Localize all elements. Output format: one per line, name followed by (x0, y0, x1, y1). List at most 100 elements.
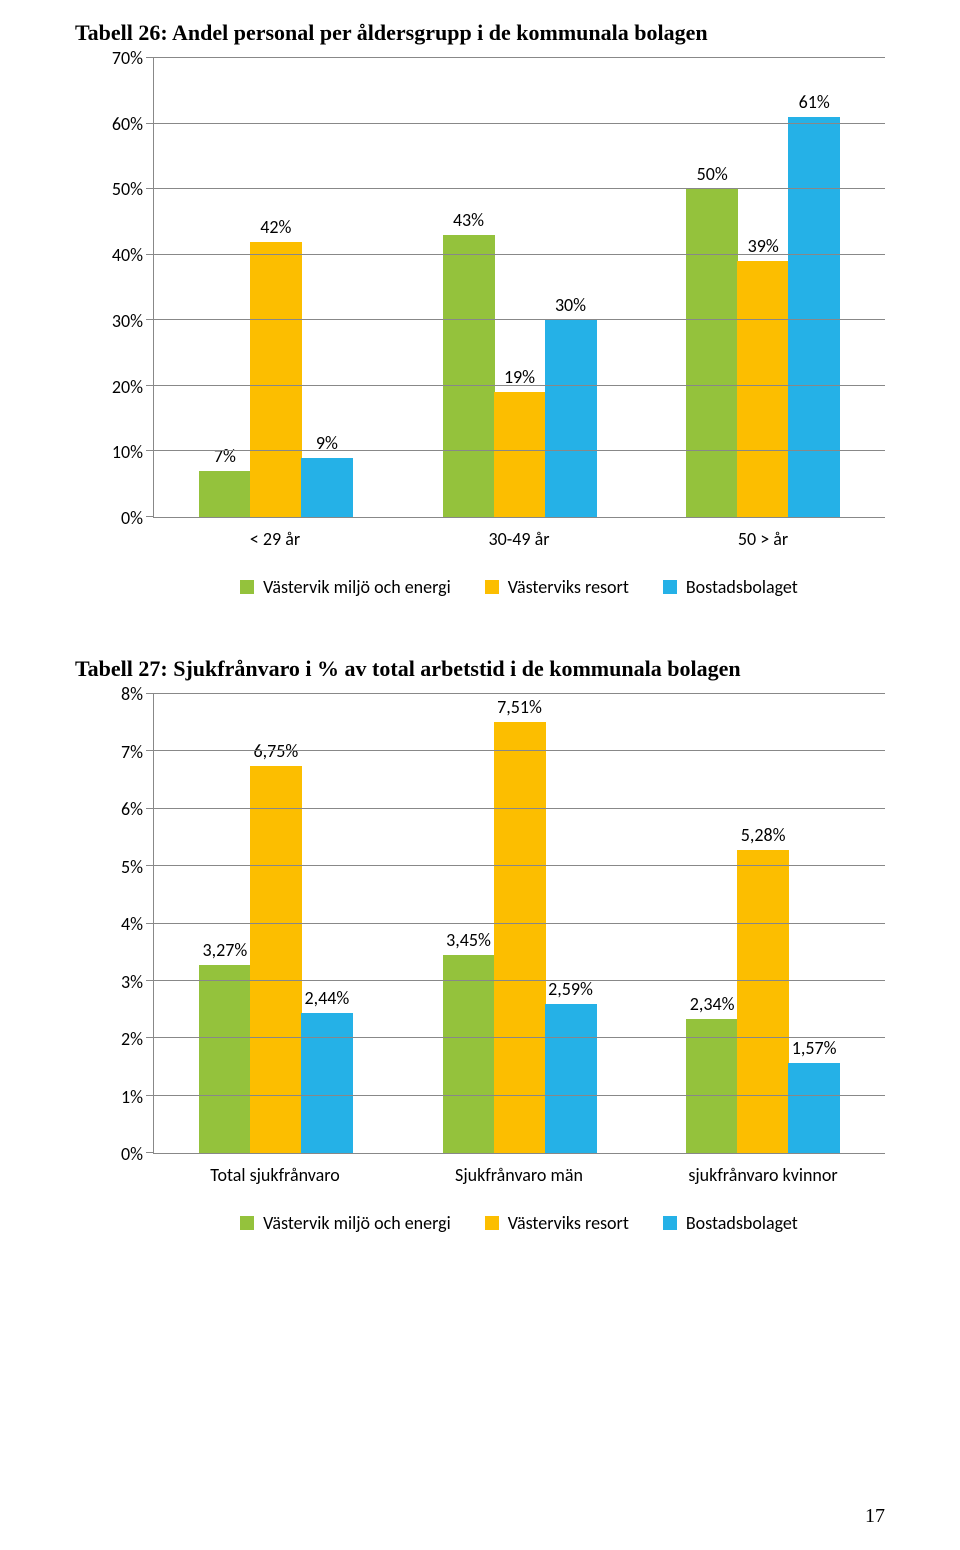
ytick-mark (146, 1152, 154, 1153)
ytick-label: 0% (121, 1143, 143, 1165)
legend-swatch (240, 1216, 254, 1230)
ytick-label: 3% (121, 971, 143, 993)
chart27-plot: 0%1%2%3%4%5%6%7%8% 3,27%6,75%2,44%3,45%7… (75, 694, 885, 1154)
ytick-label: 50% (112, 178, 143, 200)
gridline (154, 188, 885, 189)
bar: 2,34% (686, 1019, 738, 1153)
bar-group: 7%42%9% (154, 58, 398, 517)
document-page: Tabell 26: Andel personal per åldersgrup… (0, 0, 960, 1550)
bar: 3,45% (443, 955, 495, 1153)
ytick-mark (146, 319, 154, 320)
gridline (154, 1037, 885, 1038)
gridline (154, 980, 885, 981)
chart27-title: Tabell 27: Sjukfrånvaro i % av total arb… (75, 656, 885, 682)
ytick-mark (146, 1095, 154, 1096)
ytick-mark (146, 254, 154, 255)
gridline (154, 808, 885, 809)
bar-value-label: 2,59% (548, 978, 593, 1000)
bar: 61% (788, 117, 840, 517)
gridline (154, 385, 885, 386)
chart26-plotarea: 7%42%9%43%19%30%50%39%61% (153, 58, 885, 518)
ytick-label: 7% (121, 741, 143, 763)
bar-value-label: 7,51% (497, 696, 542, 718)
chart27-yaxis: 0%1%2%3%4%5%6%7%8% (75, 694, 153, 1154)
bar: 50% (686, 189, 738, 517)
bar: 39% (737, 261, 789, 517)
bar: 3,27% (199, 965, 251, 1153)
ytick-mark (146, 57, 154, 58)
ytick-mark (146, 923, 154, 924)
ytick-label: 2% (121, 1028, 143, 1050)
gridline (154, 1095, 885, 1096)
bar: 7,51% (494, 722, 546, 1153)
bar: 42% (250, 242, 302, 517)
bar-value-label: 43% (453, 209, 484, 231)
ytick-mark (146, 1037, 154, 1038)
bar-value-label: 7% (214, 445, 236, 467)
ytick-mark (146, 808, 154, 809)
xtick-label: < 29 år (153, 518, 397, 550)
legend-label: Bostadsbolaget (686, 576, 798, 598)
gridline (154, 319, 885, 320)
ytick-label: 70% (112, 47, 143, 69)
ytick-label: 20% (112, 376, 143, 398)
legend-label: Västerviks resort (508, 1212, 629, 1234)
ytick-label: 5% (121, 856, 143, 878)
legend-item: Västervik miljö och energi (240, 1212, 451, 1234)
ytick-mark (146, 750, 154, 751)
chart26: 0%10%20%30%40%50%60%70% 7%42%9%43%19%30%… (75, 58, 885, 598)
bar: 1,57% (788, 1063, 840, 1153)
legend-item: Västerviks resort (485, 1212, 629, 1234)
ytick-label: 4% (121, 913, 143, 935)
bar-value-label: 1,57% (792, 1037, 837, 1059)
legend-label: Västervik miljö och energi (263, 576, 451, 598)
legend-label: Västervik miljö och energi (263, 1212, 451, 1234)
legend-item: Västerviks resort (485, 576, 629, 598)
bar-group: 43%19%30% (398, 58, 642, 517)
legend-item: Västervik miljö och energi (240, 576, 451, 598)
bar-value-label: 61% (799, 91, 830, 113)
bar: 30% (545, 320, 597, 517)
bar: 5,28% (737, 850, 789, 1153)
bar-value-label: 3,27% (202, 939, 247, 961)
ytick-label: 60% (112, 113, 143, 135)
chart27-bars: 3,27%6,75%2,44%3,45%7,51%2,59%2,34%5,28%… (154, 694, 885, 1153)
bar: 43% (443, 235, 495, 517)
bar-value-label: 3,45% (446, 929, 491, 951)
gridline (154, 450, 885, 451)
page-number: 17 (865, 1505, 885, 1528)
ytick-label: 0% (121, 507, 143, 529)
bar-group: 3,27%6,75%2,44% (154, 694, 398, 1153)
legend-item: Bostadsbolaget (663, 1212, 798, 1234)
bar-group: 3,45%7,51%2,59% (398, 694, 642, 1153)
legend-swatch (485, 580, 499, 594)
bar-group: 2,34%5,28%1,57% (641, 694, 885, 1153)
bar-value-label: 42% (260, 216, 291, 238)
ytick-mark (146, 865, 154, 866)
legend-label: Västerviks resort (508, 576, 629, 598)
ytick-label: 30% (112, 310, 143, 332)
xtick-label: sjukfrånvaro kvinnor (641, 1154, 885, 1186)
legend-swatch (663, 1216, 677, 1230)
ytick-mark (146, 516, 154, 517)
xtick-label: Sjukfrånvaro män (397, 1154, 641, 1186)
ytick-mark (146, 450, 154, 451)
chart27-xaxis: Total sjukfrånvaroSjukfrånvaro mänsjukfr… (153, 1154, 885, 1186)
chart27-legend: Västervik miljö och energi Västerviks res… (153, 1186, 885, 1234)
chart26-legend: Västervik miljö och energi Västerviks res… (153, 550, 885, 598)
bar: 2,44% (301, 1013, 353, 1153)
ytick-label: 10% (112, 441, 143, 463)
ytick-mark (146, 693, 154, 694)
bar-group: 50%39%61% (641, 58, 885, 517)
ytick-label: 40% (112, 244, 143, 266)
gridline (154, 865, 885, 866)
chart27: 0%1%2%3%4%5%6%7%8% 3,27%6,75%2,44%3,45%7… (75, 694, 885, 1234)
ytick-mark (146, 385, 154, 386)
ytick-mark (146, 123, 154, 124)
gridline (154, 123, 885, 124)
xtick-label: 50 > år (641, 518, 885, 550)
chart26-bars: 7%42%9%43%19%30%50%39%61% (154, 58, 885, 517)
gridline (154, 57, 885, 58)
bar-value-label: 2,34% (690, 993, 735, 1015)
gridline (154, 693, 885, 694)
